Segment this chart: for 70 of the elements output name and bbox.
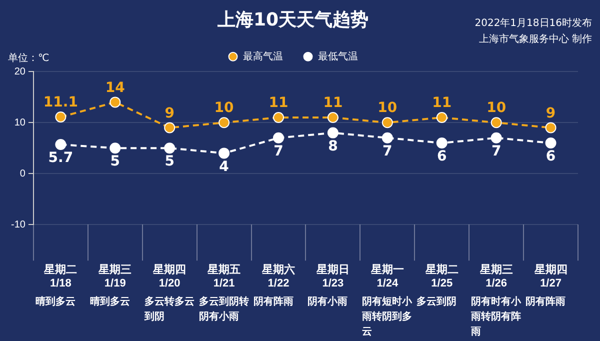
text: 多云转多云到阴 bbox=[143, 296, 194, 323]
point bbox=[273, 132, 284, 144]
data-label: 8 bbox=[328, 138, 338, 154]
point bbox=[545, 122, 556, 134]
x-tick-label: 星期四 1/27 bbox=[533, 263, 568, 290]
y-tick-label: 0 bbox=[20, 168, 26, 180]
point bbox=[490, 132, 502, 144]
x-tick-label: 星期二 1/25 bbox=[424, 263, 458, 290]
data-label: 7 bbox=[491, 144, 502, 160]
point bbox=[110, 142, 121, 154]
point bbox=[55, 139, 66, 150]
text: 阴有短时小雨转阴到多云 bbox=[361, 296, 414, 338]
text: 晴到多云 bbox=[90, 296, 130, 308]
data-label: 14 bbox=[105, 80, 126, 96]
x-tick-label: 星期三 1/19 bbox=[98, 263, 132, 290]
x-tick-label: 星期三 1/26 bbox=[478, 263, 513, 290]
data-label: 5.7 bbox=[48, 150, 74, 166]
point bbox=[490, 117, 502, 128]
data-label: 6 bbox=[436, 148, 447, 165]
data-label: 5 bbox=[110, 154, 120, 170]
point bbox=[436, 112, 448, 123]
data-label: 9 bbox=[164, 105, 174, 122]
text: 阴有阵雨 bbox=[253, 296, 294, 308]
data-label: 5 bbox=[164, 154, 174, 170]
x-tick-label: 星期二 1/18 bbox=[43, 263, 78, 290]
data-label: 11 bbox=[432, 95, 452, 112]
point bbox=[436, 138, 448, 148]
point bbox=[110, 96, 121, 108]
point bbox=[55, 111, 66, 122]
x-tick-label: 星期五 1/21 bbox=[206, 263, 241, 290]
y-tick-label: 20 bbox=[14, 66, 26, 78]
data-label: 7 bbox=[382, 144, 392, 160]
point bbox=[382, 132, 393, 144]
text: 阴有小雨 bbox=[308, 296, 348, 308]
point bbox=[545, 138, 556, 148]
point bbox=[273, 112, 284, 123]
point bbox=[164, 122, 176, 134]
data-label: 7 bbox=[274, 144, 284, 160]
text: 阴有时有小雨转阴有阵雨 bbox=[470, 296, 522, 338]
data-label: 11.1 bbox=[43, 94, 78, 111]
data-label: 6 bbox=[546, 148, 556, 165]
x-tick-label: 星期四 1/20 bbox=[152, 263, 186, 290]
data-label: 10 bbox=[486, 100, 506, 116]
point bbox=[164, 142, 176, 154]
chart-subtitle: 2022年1月18日16时发布 bbox=[474, 16, 592, 31]
point bbox=[327, 112, 338, 123]
x-tick-label: 星期六 1/22 bbox=[261, 263, 295, 290]
y-axis-title: 单位：℃ bbox=[8, 52, 50, 64]
legend-label: 最低气温 bbox=[318, 50, 358, 62]
data-label: 4 bbox=[219, 158, 230, 175]
text: 多云到阴转阴有小雨 bbox=[198, 296, 249, 323]
chart-title: 上海10天天气趋势 bbox=[216, 9, 369, 30]
text: 多云到阴 bbox=[416, 296, 457, 308]
point bbox=[218, 117, 230, 128]
point bbox=[218, 148, 230, 159]
text: 晴到多云 bbox=[35, 296, 76, 308]
data-label: 11 bbox=[323, 95, 343, 112]
x-tick-label: 星期日 1/23 bbox=[315, 263, 350, 290]
text: 上海市气象服务中心 制作 bbox=[478, 32, 592, 47]
data-label: 10 bbox=[214, 100, 234, 116]
point bbox=[327, 127, 338, 138]
point bbox=[382, 117, 393, 128]
data-label: 11 bbox=[268, 95, 288, 112]
y-tick-label: -10 bbox=[11, 219, 26, 230]
data-label: 10 bbox=[378, 100, 398, 116]
legend-label: 最高气温 bbox=[243, 50, 283, 62]
text: 阴有阵雨 bbox=[526, 296, 566, 308]
x-tick-label: 星期一 1/24 bbox=[370, 263, 404, 290]
y-tick-label: 10 bbox=[14, 117, 26, 128]
data-label: 9 bbox=[546, 105, 556, 122]
